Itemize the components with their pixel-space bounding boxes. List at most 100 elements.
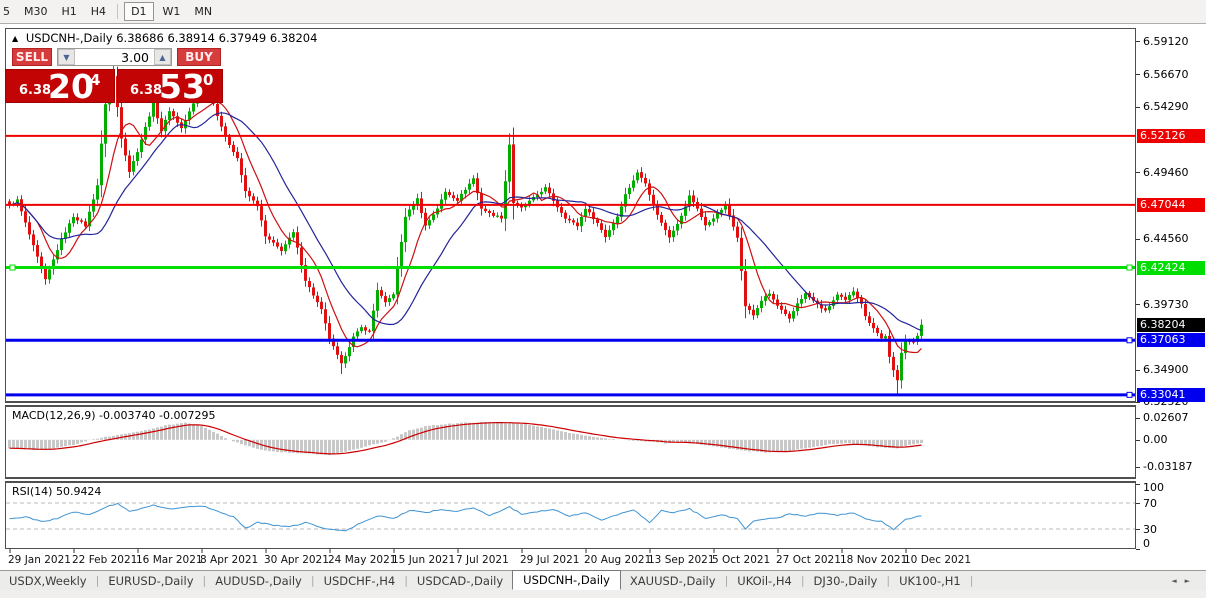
price-line-badge-6.47044: 6.47044: [1137, 198, 1205, 212]
tf-button-mn[interactable]: MN: [194, 5, 213, 18]
buy-price-prefix: 6.38: [130, 83, 163, 98]
tab-xauusd-daily[interactable]: XAUUSD-,Daily: [629, 573, 716, 588]
price-tick-mark: [1136, 239, 1140, 240]
date-label-6: 15 Jun 2021: [392, 554, 456, 566]
tab-audusd-daily[interactable]: AUDUSD-,Daily: [215, 573, 302, 588]
tab-usdcad-daily[interactable]: USDCAD-,Daily: [416, 573, 504, 588]
price-tick-mark: [1136, 74, 1140, 75]
date-label-1: 22 Feb 2021: [72, 554, 138, 566]
tab-usdx-weekly[interactable]: USDX,Weekly: [9, 573, 87, 588]
date-label-0: 29 Jan 2021: [8, 554, 71, 566]
date-label-3: 8 Apr 2021: [200, 554, 259, 566]
sell-price-pip: 4: [90, 71, 101, 89]
rsi-tick-mark: [1136, 549, 1140, 550]
date-label-11: 5 Oct 2021: [712, 554, 771, 566]
tf-button-m30[interactable]: M30: [24, 5, 48, 18]
sell-price-big: 20: [48, 67, 94, 106]
buy-price-pip: 0: [203, 71, 214, 89]
rsi-indicator-panel[interactable]: [5, 482, 1136, 549]
rsi-tick-label: 30: [1143, 523, 1157, 536]
rsi-tick-mark: [1136, 503, 1140, 504]
tab-divider: |: [404, 574, 408, 587]
tf-button-w1[interactable]: W1: [162, 5, 181, 18]
tab-uk100-h1[interactable]: UK100-,H1: [899, 573, 961, 588]
price-tick-mark: [1136, 402, 1140, 403]
macd-tick-label: 0.00: [1143, 433, 1168, 446]
tab-divider: |: [724, 574, 729, 587]
price-line-badge-6.52126: 6.52126: [1137, 129, 1205, 143]
tab-divider: |: [202, 574, 207, 587]
panel-splitter-macd[interactable]: [5, 402, 1136, 406]
buy-price-button[interactable]: 6.38 53 0: [117, 69, 223, 103]
tab-divider: |: [886, 574, 891, 587]
volume-decrease-button[interactable]: ▼: [58, 49, 75, 65]
date-label-2: 16 Mar 2021: [136, 554, 203, 566]
sell-button[interactable]: SELL: [12, 48, 52, 66]
rsi-tick-label: 100: [1143, 481, 1164, 494]
tf-button-h1[interactable]: H1: [61, 5, 77, 18]
price-tick-mark: [1136, 370, 1140, 371]
rsi-tick-mark: [1136, 529, 1140, 530]
tab-eurusd-daily[interactable]: EURUSD-,Daily: [108, 573, 194, 588]
tab-scroll-left-icon: ◄: [1171, 576, 1185, 585]
price-tick-label: 6.59120: [1143, 35, 1189, 48]
rsi-tick-label: 70: [1143, 497, 1157, 510]
tab-divider: |: [969, 574, 974, 587]
chart-ohlc-quotes: 6.38686 6.38914 6.37949 6.38204: [116, 31, 318, 45]
date-label-13: 18 Nov 2021: [840, 554, 908, 566]
tab-divider: |: [800, 574, 805, 587]
price-line-badge-6.42424: 6.42424: [1137, 261, 1205, 275]
tab-scroll-right-icon: ►: [1184, 576, 1198, 585]
date-label-14: 10 Dec 2021: [904, 554, 972, 566]
price-line-badge-6.37063: 6.37063: [1137, 333, 1205, 347]
tab-dj30-daily[interactable]: DJ30-,Daily: [813, 573, 878, 588]
status-bar: [0, 590, 1206, 598]
volume-input[interactable]: 3.00: [121, 50, 149, 65]
sell-price-prefix: 6.38: [19, 83, 52, 98]
tf-button-d1[interactable]: D1: [124, 2, 154, 21]
date-label-4: 30 Apr 2021: [264, 554, 329, 566]
price-tick-label: 6.32520: [1143, 395, 1189, 408]
rsi-label: RSI(14) 50.9424: [12, 485, 102, 498]
date-label-9: 20 Aug 2021: [584, 554, 652, 566]
rsi-tick-label: 0: [1143, 537, 1150, 550]
price-tick-label: 6.39730: [1143, 298, 1189, 311]
date-label-8: 29 Jul 2021: [520, 554, 580, 566]
tab-usdchf-h4[interactable]: USDCHF-,H4: [323, 573, 396, 588]
price-tick-mark: [1136, 172, 1140, 173]
rsi-tick-mark: [1136, 484, 1140, 485]
tab-ukoil-h4[interactable]: UKOil-,H4: [737, 573, 792, 588]
buy-price-big: 53: [159, 67, 205, 106]
timeframe-toolbar: 5 M30 H1 H4 D1 W1 MN: [0, 0, 1206, 24]
volume-increase-button[interactable]: ▲: [154, 49, 171, 65]
price-tick-label: 6.49460: [1143, 166, 1189, 179]
price-tick-mark: [1136, 304, 1140, 305]
sell-price-button[interactable]: 6.38 20 4: [5, 69, 115, 103]
panel-splitter-rsi[interactable]: [5, 478, 1136, 482]
tab-divider: |: [95, 574, 100, 587]
date-label-10: 13 Sep 2021: [648, 554, 715, 566]
buy-button[interactable]: BUY: [177, 48, 221, 66]
date-label-5: 24 May 2021: [328, 554, 397, 566]
tf-button-m5[interactable]: 5: [3, 5, 10, 18]
macd-tick-mark: [1136, 440, 1140, 441]
price-line-badge-6.33041: 6.33041: [1137, 388, 1205, 402]
current-price-badge: 6.38204: [1137, 318, 1205, 332]
price-tick-mark: [1136, 41, 1140, 42]
tab-usdcnh-daily-active[interactable]: USDCNH-,Daily: [512, 569, 621, 590]
toolbar-separator: [117, 4, 119, 19]
chart-symbol: USDCNH-,Daily: [25, 31, 113, 45]
date-label-7: 7 Jul 2021: [456, 554, 509, 566]
symbol-tab-bar: USDX,Weekly | EURUSD-,Daily | AUDUSD-,Dail…: [0, 569, 1206, 590]
collapse-triangle-icon[interactable]: ▲: [12, 34, 19, 43]
macd-tick-label: -0.03187: [1143, 460, 1193, 473]
macd-label: MACD(12,26,9) -0.003740 -0.007295: [12, 409, 216, 422]
tab-scroll-arrows[interactable]: ◄►: [1171, 577, 1198, 585]
tab-divider: |: [310, 574, 315, 587]
price-tick-mark: [1136, 107, 1140, 108]
price-tick-label: 6.34900: [1143, 363, 1189, 376]
macd-tick-mark: [1136, 467, 1140, 468]
tf-button-h4[interactable]: H4: [90, 5, 107, 18]
macd-tick-label: 0.02607: [1143, 411, 1189, 424]
macd-tick-mark: [1136, 418, 1140, 419]
